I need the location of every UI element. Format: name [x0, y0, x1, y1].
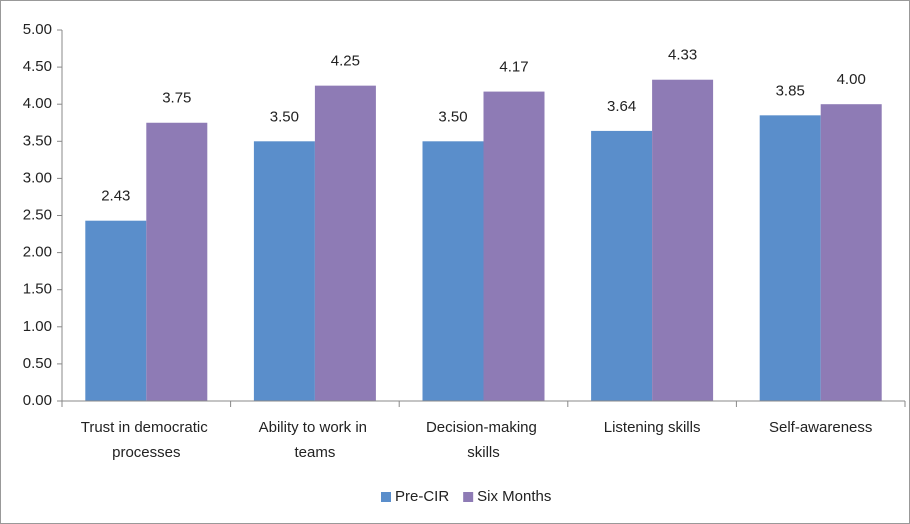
y-tick-label: 1.50: [23, 281, 52, 298]
bar: [591, 130, 653, 402]
data-label: 4.00: [837, 71, 866, 88]
bar: [759, 115, 821, 401]
x-tick-line: skills: [467, 444, 500, 461]
y-tick-label: 3.00: [23, 169, 52, 186]
y-tick-label: 0.00: [23, 392, 52, 409]
y-tick-label: 4.50: [23, 58, 52, 75]
y-tick-label: 0.50: [23, 355, 52, 372]
bar: [422, 141, 484, 402]
x-tick-line: Self-awareness: [769, 419, 872, 436]
bar: [483, 91, 545, 401]
x-tick-line: teams: [294, 444, 335, 461]
bar: [85, 220, 147, 401]
bar: [820, 104, 882, 401]
data-label: 4.33: [668, 47, 697, 64]
y-tick-label: 1.00: [23, 318, 52, 335]
y-tick-label: 2.00: [23, 244, 52, 261]
x-tick-line: Trust in democratic: [81, 419, 212, 436]
x-tick-line: processes: [112, 444, 180, 461]
bar: [253, 141, 315, 402]
data-label: 2.43: [101, 188, 130, 205]
x-tick-line: Listening skills: [604, 419, 701, 436]
x-tick-label: Trust in democratic processes: [81, 419, 212, 461]
data-label: 4.25: [331, 53, 360, 70]
bar: [146, 122, 208, 401]
legend-label: Pre-CIR: [395, 488, 449, 505]
x-tick-label: Ability to work in teams: [259, 419, 372, 461]
bar: [314, 85, 376, 402]
x-tick-label: Self-awareness: [769, 419, 872, 436]
y-tick-label: 4.00: [23, 95, 52, 112]
legend-swatch: [381, 492, 391, 502]
y-tick-label: 2.50: [23, 206, 52, 223]
x-tick-line: Ability to work in: [259, 419, 372, 436]
x-tick-label: Decision-making skills: [426, 419, 541, 461]
data-label: 3.50: [270, 108, 299, 125]
data-label: 3.50: [438, 108, 467, 125]
data-label: 3.64: [607, 98, 636, 115]
x-tick-line: Decision-making: [426, 419, 541, 436]
legend-swatch: [463, 492, 474, 502]
data-label: 4.17: [499, 59, 528, 76]
bar: [652, 79, 714, 402]
data-label: 3.85: [776, 82, 805, 99]
data-label: 3.75: [162, 90, 191, 107]
y-tick-label: 3.50: [23, 132, 52, 149]
x-tick-label: Listening skills: [604, 419, 701, 436]
y-tick-label: 5.00: [23, 21, 52, 38]
legend-label: Six Months: [477, 488, 551, 505]
